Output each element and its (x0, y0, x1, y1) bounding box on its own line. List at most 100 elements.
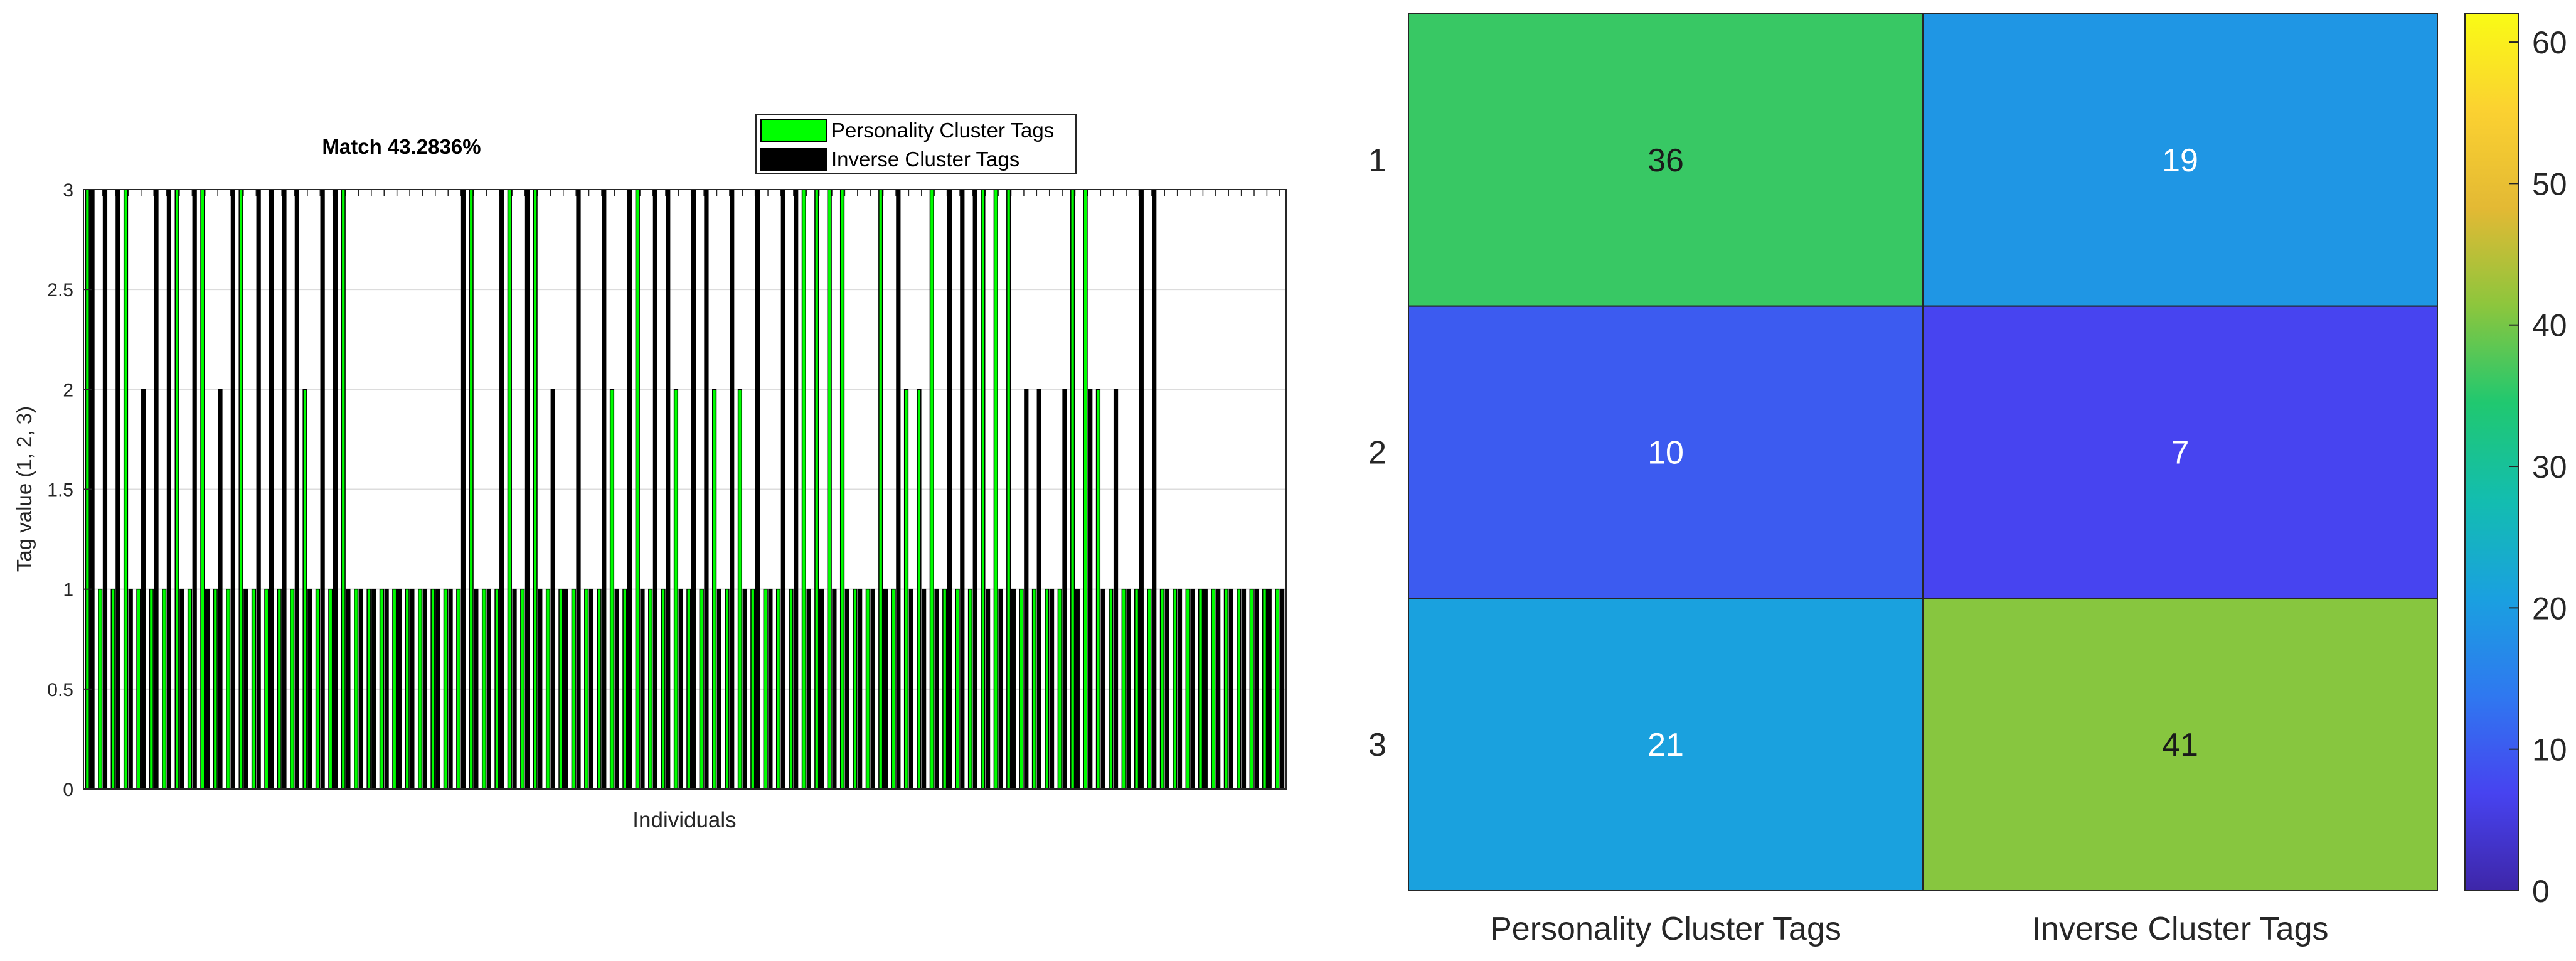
bar-personality (775, 588, 781, 790)
bar-inverse (1100, 588, 1105, 790)
bar-personality (1006, 189, 1011, 790)
legend-label-personality: Personality Cluster Tags (831, 119, 1054, 142)
bar-personality (392, 588, 397, 790)
bar-personality (110, 588, 115, 790)
bar-inverse (691, 189, 696, 790)
heatmap-cell (1408, 598, 1924, 891)
bar-inverse (1190, 588, 1195, 790)
heatmap-row-label: 2 (1368, 435, 1386, 471)
bar-inverse (1267, 588, 1272, 790)
bar-personality (1262, 588, 1267, 790)
bar-inverse (1062, 389, 1067, 790)
heatmap-cell (1408, 305, 1924, 599)
bar-y-axis-label: Tag value (1, 2, 3) (13, 406, 36, 572)
bar-personality (379, 588, 385, 790)
bar-personality (635, 189, 640, 790)
bar-inverse (499, 189, 504, 790)
bar-y-tick-label: 0.5 (47, 680, 73, 701)
bar-personality (1237, 588, 1242, 790)
bar-inverse (486, 588, 491, 790)
heatmap-column-label: Inverse Cluster Tags (2031, 911, 2328, 947)
legend-swatch-personality (760, 119, 827, 142)
bar-inverse (166, 189, 172, 790)
bar-personality (1134, 588, 1139, 790)
heatmap-cell-value: 36 (1647, 142, 1684, 179)
bar-inverse (908, 588, 913, 790)
bar-personality (277, 588, 282, 790)
heatmap-cell-value: 10 (1647, 435, 1684, 471)
bar-personality (1045, 588, 1050, 790)
bar-inverse (896, 189, 901, 790)
bar-inverse (1164, 588, 1169, 790)
heatmap-cell-value: 41 (2162, 727, 2198, 763)
heatmap-chart: 36 19 10 7 21 41 1 2 3 Personality Cluster Tags I… (1368, 13, 2567, 947)
bar-personality (1095, 389, 1101, 790)
bar-personality (405, 588, 410, 790)
heatmap-cell (1922, 305, 2438, 599)
bar-personality (341, 189, 346, 790)
bar-y-ticks: 0 0.5 1 1.5 2 2.5 3 (47, 180, 92, 800)
bar-inverse (333, 189, 338, 790)
bar-inverse (934, 588, 939, 790)
bar-inverse (716, 588, 721, 790)
bar-personality (878, 189, 883, 790)
bar-inverse (205, 588, 210, 790)
colorbar-tick-label: 10 (2532, 733, 2567, 768)
bar-inverse (410, 588, 415, 790)
bar-personality (1147, 588, 1152, 790)
bar-personality (699, 588, 704, 790)
bar-inverse (614, 588, 619, 790)
bar-inverse (742, 588, 747, 790)
bar-inverse (844, 588, 849, 790)
bar-inverse (922, 588, 927, 790)
bar-inverse (1011, 588, 1016, 790)
bar-inverse (218, 389, 223, 790)
bar-personality (1070, 189, 1075, 790)
bar-inverse (358, 588, 363, 790)
bar-inverse (154, 189, 159, 790)
bar-inverse (883, 588, 888, 790)
colorbar-tick-label: 40 (2532, 308, 2567, 343)
bar-personality (251, 588, 257, 790)
bar-personality (1031, 588, 1037, 790)
bar-inverse (1075, 588, 1080, 790)
bar-personality (1185, 588, 1190, 790)
bar-inverse (780, 189, 785, 790)
bar-inverse (179, 588, 184, 790)
bar-inverse (819, 588, 824, 790)
bar-inverse (576, 189, 581, 790)
bar-inverse (652, 189, 657, 790)
bar-inverse (832, 588, 837, 790)
bar-personality (891, 588, 896, 790)
bar-inverse (448, 588, 453, 790)
bar-personality (648, 588, 653, 790)
bar-inverse (768, 588, 773, 790)
bar-personality (507, 189, 512, 790)
bar-personality (839, 189, 845, 790)
bar-inverse (986, 588, 991, 790)
bar-personality (1211, 588, 1216, 790)
heatmap-cell-value: 19 (2162, 142, 2198, 179)
bar-personality (328, 588, 333, 790)
bar-personality (801, 189, 806, 790)
bar-personality (98, 588, 103, 790)
bar-inverse (512, 588, 517, 790)
bar-inverse (1139, 189, 1144, 790)
bar-inverse (538, 588, 543, 790)
bar-inverse (320, 189, 325, 790)
colorbar-gradient (2464, 13, 2519, 891)
bar-personality (1109, 588, 1114, 790)
bar-personality (149, 588, 154, 790)
bar-personality (763, 588, 768, 790)
bar-inverse (282, 189, 287, 790)
bar-inverse (1280, 588, 1285, 790)
bar-personality (545, 588, 551, 790)
bar-personality (264, 588, 269, 790)
bar-personality (443, 588, 448, 790)
bar-personality (789, 588, 794, 790)
bar-personality (955, 588, 960, 790)
bar-personality (417, 588, 423, 790)
bar-inverse (627, 189, 632, 790)
bar-inverse (474, 588, 479, 790)
